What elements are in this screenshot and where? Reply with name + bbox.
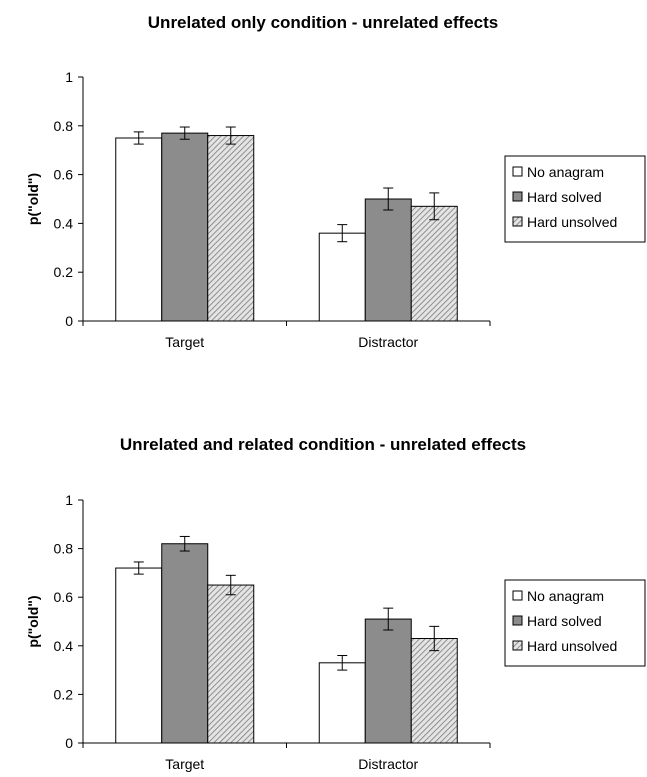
legend-label: No anagram	[527, 588, 604, 604]
y-tick-label: 0.4	[54, 215, 74, 231]
y-tick-label: 0.4	[54, 638, 74, 654]
y-tick-label: 0.8	[54, 118, 74, 134]
legend: No anagram Hard solved Hard unsolved	[504, 155, 646, 243]
bar-no-anagram-target	[115, 137, 163, 322]
chart-2: Unrelated and related condition - unrela…	[25, 435, 646, 772]
y-axis-label: p("old")	[25, 595, 41, 647]
y-tick-label: 1	[65, 492, 73, 508]
legend-swatch	[512, 166, 523, 177]
bar-hard-unsolved-target	[207, 135, 255, 322]
chart-title: Unrelated and related condition - unrela…	[120, 435, 526, 454]
bar-hard-solved-distractor	[364, 198, 412, 322]
legend-swatch	[512, 640, 523, 651]
y-tick-label: 0.6	[54, 167, 74, 183]
bar-hard-unsolved-target	[207, 584, 255, 744]
legend: No anagram Hard solved Hard unsolved	[504, 579, 646, 667]
y-tick-label: 0.2	[54, 686, 74, 702]
y-axis-label: p("old")	[25, 173, 41, 225]
legend-label: Hard unsolved	[527, 638, 617, 654]
legend-label: Hard unsolved	[527, 214, 617, 230]
bar-hard-unsolved-distractor	[410, 205, 458, 322]
y-tick-label: 1	[65, 69, 73, 85]
legend-label: Hard solved	[527, 613, 602, 629]
bar-no-anagram-distractor	[318, 232, 366, 322]
bar-no-anagram-target	[115, 567, 163, 744]
x-tick-label: Target	[165, 334, 204, 350]
legend-box	[504, 155, 646, 243]
legend-swatch	[512, 191, 523, 202]
y-tick-label: 0	[65, 313, 73, 329]
chart-title: Unrelated only condition - unrelated eff…	[148, 13, 498, 32]
legend-swatch	[512, 216, 523, 227]
bar-hard-unsolved-distractor	[410, 638, 458, 744]
bar-no-anagram-distractor	[318, 662, 366, 744]
legend-box	[504, 579, 646, 667]
chart-1: Unrelated only condition - unrelated eff…	[25, 13, 646, 350]
y-tick-label: 0	[65, 735, 73, 751]
bar-hard-solved-target	[161, 132, 209, 322]
y-tick-label: 0.8	[54, 541, 74, 557]
bar-hard-solved-distractor	[364, 618, 412, 744]
bar-hard-solved-target	[161, 543, 209, 744]
y-tick-label: 0.2	[54, 264, 74, 280]
x-tick-label: Distractor	[358, 334, 418, 350]
legend-swatch	[512, 590, 523, 601]
x-tick-label: Target	[165, 756, 204, 772]
y-tick-label: 0.6	[54, 589, 74, 605]
legend-label: No anagram	[527, 164, 604, 180]
legend-swatch	[512, 615, 523, 626]
x-tick-label: Distractor	[358, 756, 418, 772]
legend-label: Hard solved	[527, 189, 602, 205]
